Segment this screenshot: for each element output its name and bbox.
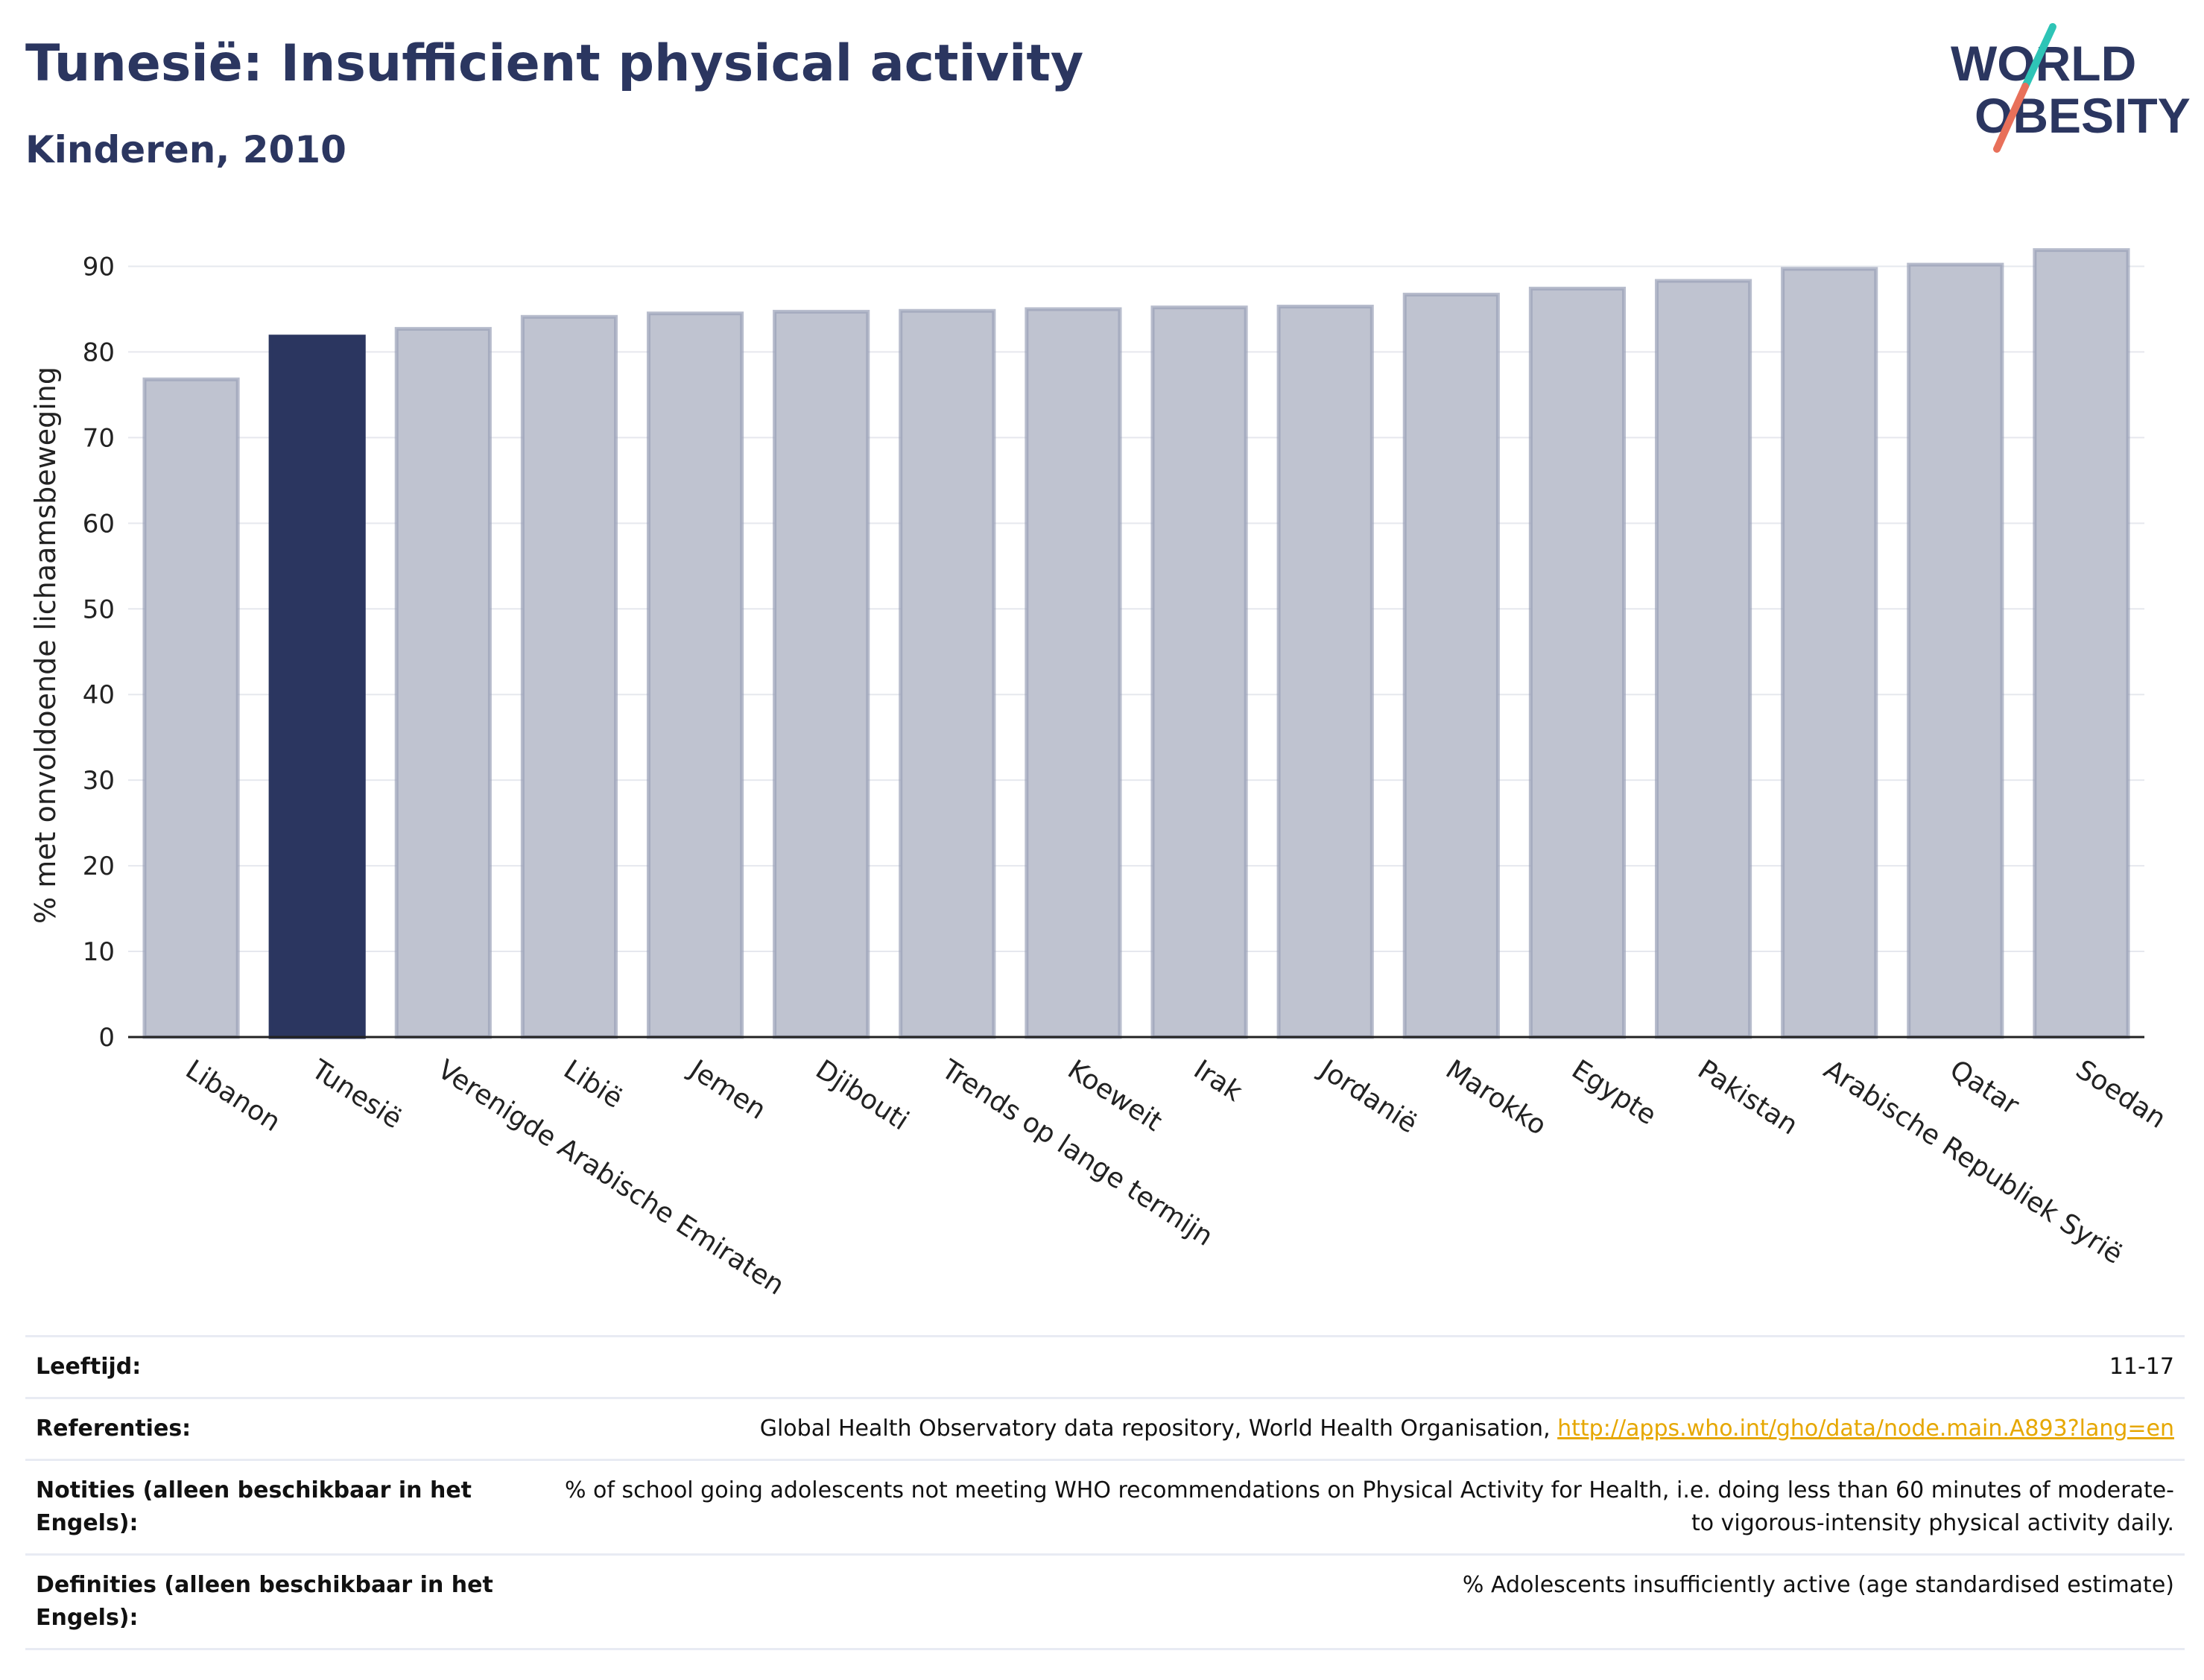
page-title: Tunesië: Insufficient physical activity	[25, 34, 1084, 93]
y-axis-label: % met onvoldoende lichaamsbeweging	[29, 367, 62, 924]
bar	[1907, 262, 2004, 1039]
meta-label: Leeftijd:	[36, 1354, 142, 1380]
meta-value: % Adolescents insufficiently active (age…	[1462, 1572, 2174, 1598]
bar	[1654, 279, 1752, 1039]
bar	[1150, 305, 1248, 1039]
y-tick-label: 90	[83, 252, 115, 282]
page-subtitle: Kinderen, 2010	[25, 128, 346, 171]
meta-value: 11-17	[2109, 1354, 2174, 1380]
y-tick-label: 20	[83, 852, 115, 881]
bar-chart: 0 10 20 30 40 50 60 70 80 90 % met onvoldoende lic…	[29, 248, 2171, 1302]
reference-link[interactable]: http://apps.who.int/gho/data/node.main.A…	[1557, 1416, 2174, 1442]
bar	[1025, 307, 1122, 1039]
meta-row-age: Leeftijd: 11-17	[25, 1335, 2185, 1397]
bar	[899, 308, 996, 1039]
x-tick-label: Qatar	[1944, 1054, 2024, 1121]
x-tick-label: Jordanië	[1313, 1053, 1422, 1139]
x-tick-label: Egypte	[1566, 1054, 1662, 1131]
x-tick-label: Soedan	[2071, 1054, 2171, 1135]
x-tick-label: Pakistan	[1692, 1054, 1803, 1141]
meta-row-references: Referenties: Global Health Observatory d…	[25, 1397, 2185, 1459]
logo-slash-top	[2021, 23, 2056, 90]
bar	[2033, 248, 2130, 1039]
bar	[142, 377, 240, 1039]
x-tick-label: Koeweit	[1063, 1054, 1168, 1138]
meta-row-definitions: Definities (alleen beschikbaar in het En…	[25, 1553, 2185, 1650]
bar	[394, 326, 492, 1039]
y-tick-label: 30	[83, 766, 115, 796]
metadata-table: Leeftijd: 11-17 Referenties: Global Heal…	[25, 1335, 2185, 1650]
bar	[1402, 292, 1500, 1039]
y-tick-label: 70	[83, 423, 115, 453]
world-obesity-logo: WORLD OBESITY	[1951, 23, 2191, 153]
x-tick-label: Marokko	[1440, 1054, 1551, 1141]
meta-label: Definities (alleen beschikbaar in het En…	[36, 1572, 493, 1631]
reference-text: Global Health Observatory data repositor…	[759, 1416, 1558, 1442]
meta-row-notes: Notities (alleen beschikbaar in het Enge…	[25, 1459, 2185, 1553]
bar-highlighted	[268, 335, 366, 1039]
y-tick-label: 40	[83, 680, 115, 710]
x-tick-label: Irak	[1188, 1054, 1248, 1108]
meta-value: % of school going adolescents not meetin…	[564, 1477, 2174, 1536]
meta-value: Global Health Observatory data repositor…	[513, 1413, 2174, 1445]
logo-slash-bottom	[1993, 83, 2029, 153]
x-tick-label: Libië	[558, 1054, 628, 1115]
x-tick-label: Djibouti	[810, 1054, 913, 1136]
bar	[1276, 304, 1374, 1039]
bar	[1528, 286, 1627, 1039]
y-tick-label: 80	[83, 337, 115, 367]
x-tick-label: Libanon	[180, 1054, 286, 1138]
meta-label: Referenties:	[36, 1416, 191, 1442]
y-tick-label: 60	[83, 509, 115, 539]
y-tick-label: 10	[83, 937, 115, 967]
bar	[773, 309, 870, 1039]
x-tick-label: Jemen	[683, 1053, 771, 1126]
x-tick-label: Tunesië	[305, 1054, 408, 1135]
meta-label: Notities (alleen beschikbaar in het Enge…	[36, 1477, 472, 1536]
y-tick-label: 50	[83, 595, 115, 624]
bar	[646, 311, 744, 1039]
y-tick-label: 0	[98, 1023, 115, 1053]
bar	[520, 314, 618, 1039]
bar	[1781, 267, 1878, 1039]
